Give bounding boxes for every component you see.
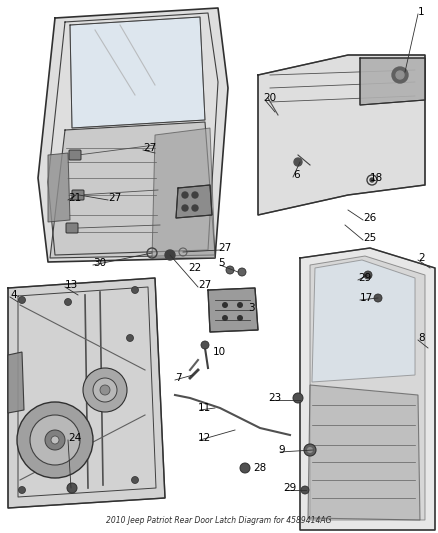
Circle shape bbox=[17, 402, 93, 478]
Text: 11: 11 bbox=[198, 403, 211, 413]
Circle shape bbox=[83, 368, 127, 412]
Circle shape bbox=[182, 205, 188, 211]
Text: 3: 3 bbox=[248, 303, 254, 313]
Circle shape bbox=[165, 250, 175, 260]
Text: 26: 26 bbox=[363, 213, 376, 223]
Circle shape bbox=[45, 430, 65, 450]
Text: 18: 18 bbox=[370, 173, 383, 183]
Circle shape bbox=[370, 178, 374, 182]
Circle shape bbox=[392, 67, 408, 83]
Circle shape bbox=[294, 158, 302, 166]
Text: 24: 24 bbox=[68, 433, 81, 443]
Text: 27: 27 bbox=[198, 280, 211, 290]
Text: 13: 13 bbox=[65, 280, 78, 290]
Text: 27: 27 bbox=[218, 243, 231, 253]
Text: 22: 22 bbox=[188, 263, 201, 273]
Text: 9: 9 bbox=[278, 445, 285, 455]
Text: 10: 10 bbox=[213, 347, 226, 357]
Text: 4: 4 bbox=[10, 290, 17, 300]
FancyBboxPatch shape bbox=[66, 223, 78, 233]
Circle shape bbox=[293, 393, 303, 403]
Text: 12: 12 bbox=[198, 433, 211, 443]
Polygon shape bbox=[176, 185, 212, 218]
Text: 6: 6 bbox=[293, 170, 300, 180]
Circle shape bbox=[64, 298, 71, 305]
Polygon shape bbox=[310, 256, 425, 520]
Text: 20: 20 bbox=[263, 93, 276, 103]
Circle shape bbox=[30, 415, 80, 465]
Circle shape bbox=[222, 302, 228, 308]
Circle shape bbox=[301, 486, 309, 494]
Text: 1: 1 bbox=[418, 7, 424, 17]
Text: 5: 5 bbox=[218, 258, 225, 268]
Text: 23: 23 bbox=[268, 393, 281, 403]
Circle shape bbox=[364, 271, 372, 279]
Text: 2010 Jeep Patriot Rear Door Latch Diagram for 4589414AG: 2010 Jeep Patriot Rear Door Latch Diagra… bbox=[106, 516, 332, 525]
Text: 25: 25 bbox=[363, 233, 376, 243]
Circle shape bbox=[192, 192, 198, 198]
Text: 8: 8 bbox=[418, 333, 424, 343]
FancyBboxPatch shape bbox=[69, 150, 81, 160]
Circle shape bbox=[237, 302, 243, 308]
Polygon shape bbox=[208, 288, 258, 332]
Circle shape bbox=[307, 447, 313, 453]
Polygon shape bbox=[312, 260, 415, 382]
Text: 17: 17 bbox=[360, 293, 373, 303]
Circle shape bbox=[304, 444, 316, 456]
Circle shape bbox=[226, 266, 234, 274]
Circle shape bbox=[131, 477, 138, 483]
FancyBboxPatch shape bbox=[72, 190, 84, 200]
Text: 30: 30 bbox=[93, 258, 106, 268]
Text: 7: 7 bbox=[175, 373, 182, 383]
Polygon shape bbox=[8, 278, 165, 508]
Text: 27: 27 bbox=[108, 193, 121, 203]
Polygon shape bbox=[308, 385, 420, 520]
Circle shape bbox=[237, 315, 243, 321]
Circle shape bbox=[18, 487, 25, 494]
Circle shape bbox=[182, 192, 188, 198]
Circle shape bbox=[201, 341, 209, 349]
Text: 2: 2 bbox=[418, 253, 424, 263]
Polygon shape bbox=[258, 55, 425, 215]
Polygon shape bbox=[8, 352, 24, 413]
Circle shape bbox=[396, 71, 404, 79]
Circle shape bbox=[67, 483, 77, 493]
Circle shape bbox=[222, 315, 228, 321]
Polygon shape bbox=[360, 58, 425, 105]
Polygon shape bbox=[38, 8, 228, 262]
Polygon shape bbox=[300, 248, 435, 530]
Circle shape bbox=[240, 463, 250, 473]
Circle shape bbox=[18, 296, 25, 303]
Text: 21: 21 bbox=[68, 193, 81, 203]
Circle shape bbox=[93, 378, 117, 402]
Polygon shape bbox=[70, 17, 205, 128]
Circle shape bbox=[238, 268, 246, 276]
Circle shape bbox=[127, 335, 134, 342]
Circle shape bbox=[100, 385, 110, 395]
Circle shape bbox=[51, 436, 59, 444]
Circle shape bbox=[192, 205, 198, 211]
Circle shape bbox=[131, 287, 138, 294]
Polygon shape bbox=[50, 122, 215, 258]
Text: 27: 27 bbox=[143, 143, 156, 153]
Circle shape bbox=[374, 294, 382, 302]
Text: 29: 29 bbox=[283, 483, 296, 493]
Polygon shape bbox=[48, 153, 70, 222]
Text: 28: 28 bbox=[253, 463, 266, 473]
Text: 29: 29 bbox=[358, 273, 371, 283]
Polygon shape bbox=[152, 128, 215, 258]
